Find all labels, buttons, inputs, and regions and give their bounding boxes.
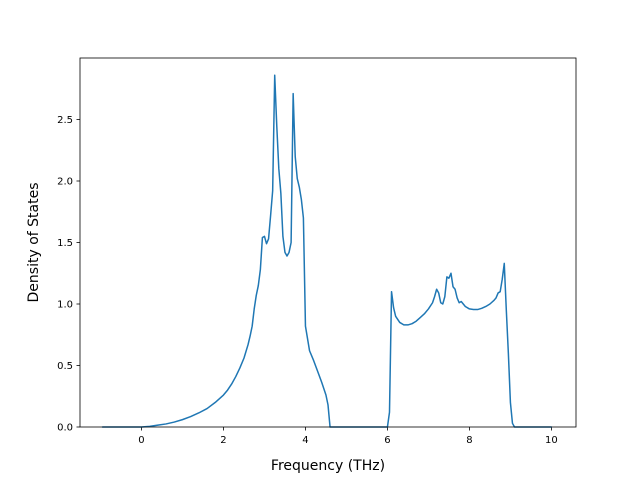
- x-tick-label: 10: [545, 435, 558, 446]
- y-tick-label: 1.0: [57, 300, 73, 311]
- plot-area: [80, 58, 576, 427]
- y-tick-label: 0.5: [57, 361, 73, 372]
- x-tick-label: 6: [384, 435, 390, 446]
- y-tick-label: 0.0: [57, 423, 73, 434]
- x-tick-label: 2: [220, 435, 226, 446]
- x-tick-label: 0: [138, 435, 144, 446]
- y-axis-label: Density of States: [26, 183, 42, 303]
- x-axis-label: Frequency (THz): [271, 458, 385, 474]
- x-tick-label: 8: [466, 435, 472, 446]
- y-tick-label: 2.0: [57, 177, 73, 188]
- x-tick-label: 4: [302, 435, 308, 446]
- plot-frame: [79, 57, 577, 428]
- x-axis-ticks: 0 2 4 6 8 10: [138, 427, 558, 446]
- y-axis-ticks: 0.0 0.5 1.0 1.5 2.0 2.5: [57, 115, 80, 434]
- y-tick-label: 1.5: [57, 238, 73, 249]
- y-tick-label: 2.5: [57, 115, 73, 126]
